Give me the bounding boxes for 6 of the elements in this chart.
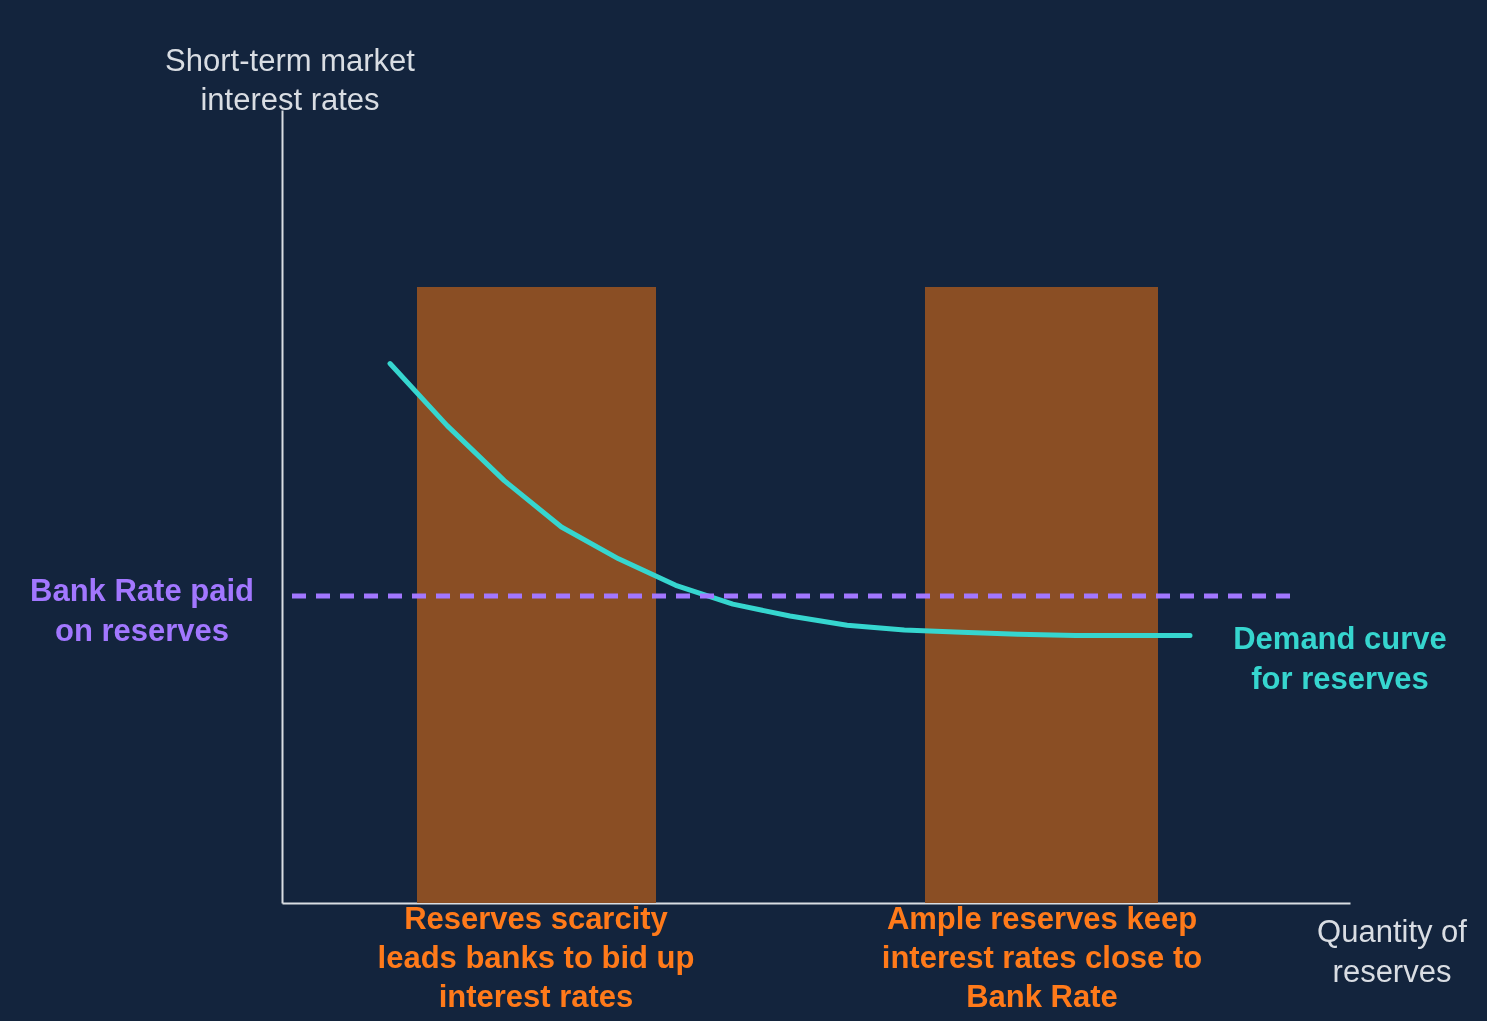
text: Short-term market interest rates: [165, 43, 416, 117]
ref-line-label: Bank Rate paid on reserves: [30, 573, 254, 649]
annotation: Ample reserves keep interest rates close to Bank Rate: [881, 901, 1203, 1014]
annotation: Reserves scarcity leads banks to bid up interest rates: [377, 901, 695, 1014]
series-label: Demand curve for reserves: [1233, 621, 1447, 697]
x-axis-title: Quantity of reserves: [1317, 914, 1468, 989]
